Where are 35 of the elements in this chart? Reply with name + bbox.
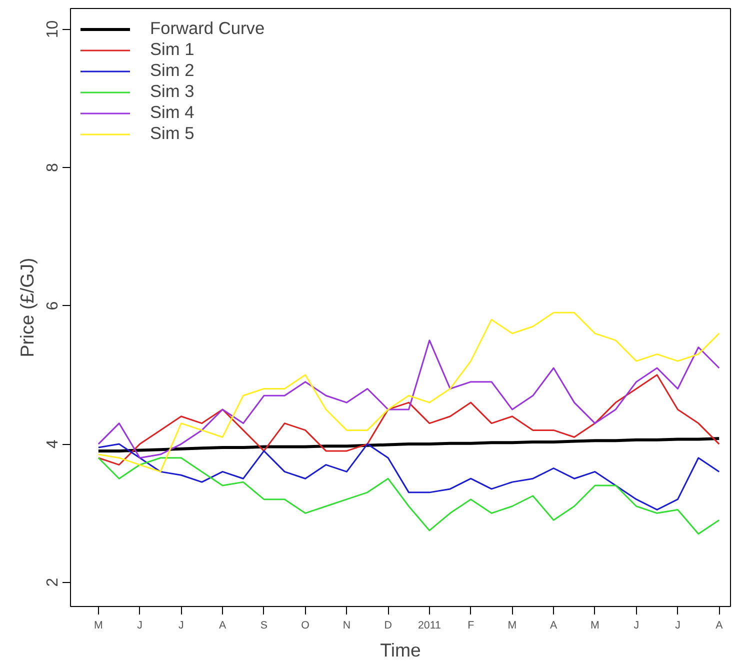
x-tick-label: A: [550, 620, 558, 632]
x-tick-label: A: [219, 620, 228, 632]
line-series: [98, 457, 720, 535]
legend-label: Sim 1: [150, 39, 194, 60]
legend-label: Sim 4: [150, 102, 194, 123]
y-tick-label: 4: [44, 439, 62, 448]
x-tick-label: J: [634, 620, 640, 632]
legend-label: Forward Curve: [150, 18, 265, 39]
y-tick-label: 6: [44, 301, 62, 310]
x-tick-label: J: [675, 620, 680, 632]
x-tick-label: M: [508, 620, 517, 632]
x-tick-label: J: [178, 620, 184, 632]
x-tick-label: F: [468, 620, 475, 632]
y-tick-label: 8: [44, 162, 62, 172]
x-tick-label: N: [342, 620, 351, 632]
legend-label: Sim 3: [150, 81, 194, 102]
x-tick-label: A: [716, 620, 724, 632]
x-tick-label: 2011: [418, 620, 441, 632]
x-tick-label: O: [301, 620, 310, 632]
y-tick-label: 10: [44, 20, 62, 38]
line-series: [98, 312, 720, 472]
x-tick-label: D: [384, 620, 392, 632]
line-series: [98, 443, 720, 510]
x-axis-title: Time: [380, 640, 421, 660]
x-tick-label: J: [137, 620, 142, 632]
y-tick-label: 2: [44, 578, 62, 587]
y-axis-title: Price (£/GJ): [16, 258, 38, 358]
legend-label: Sim 2: [150, 60, 194, 81]
x-tick-label: S: [260, 620, 268, 632]
x-tick-label: M: [590, 620, 600, 632]
x-tick-label: M: [94, 620, 103, 632]
line-series: [98, 340, 720, 459]
line-series: [96, 437, 721, 452]
line-series: [98, 374, 720, 466]
legend-label: Sim 5: [150, 123, 194, 144]
